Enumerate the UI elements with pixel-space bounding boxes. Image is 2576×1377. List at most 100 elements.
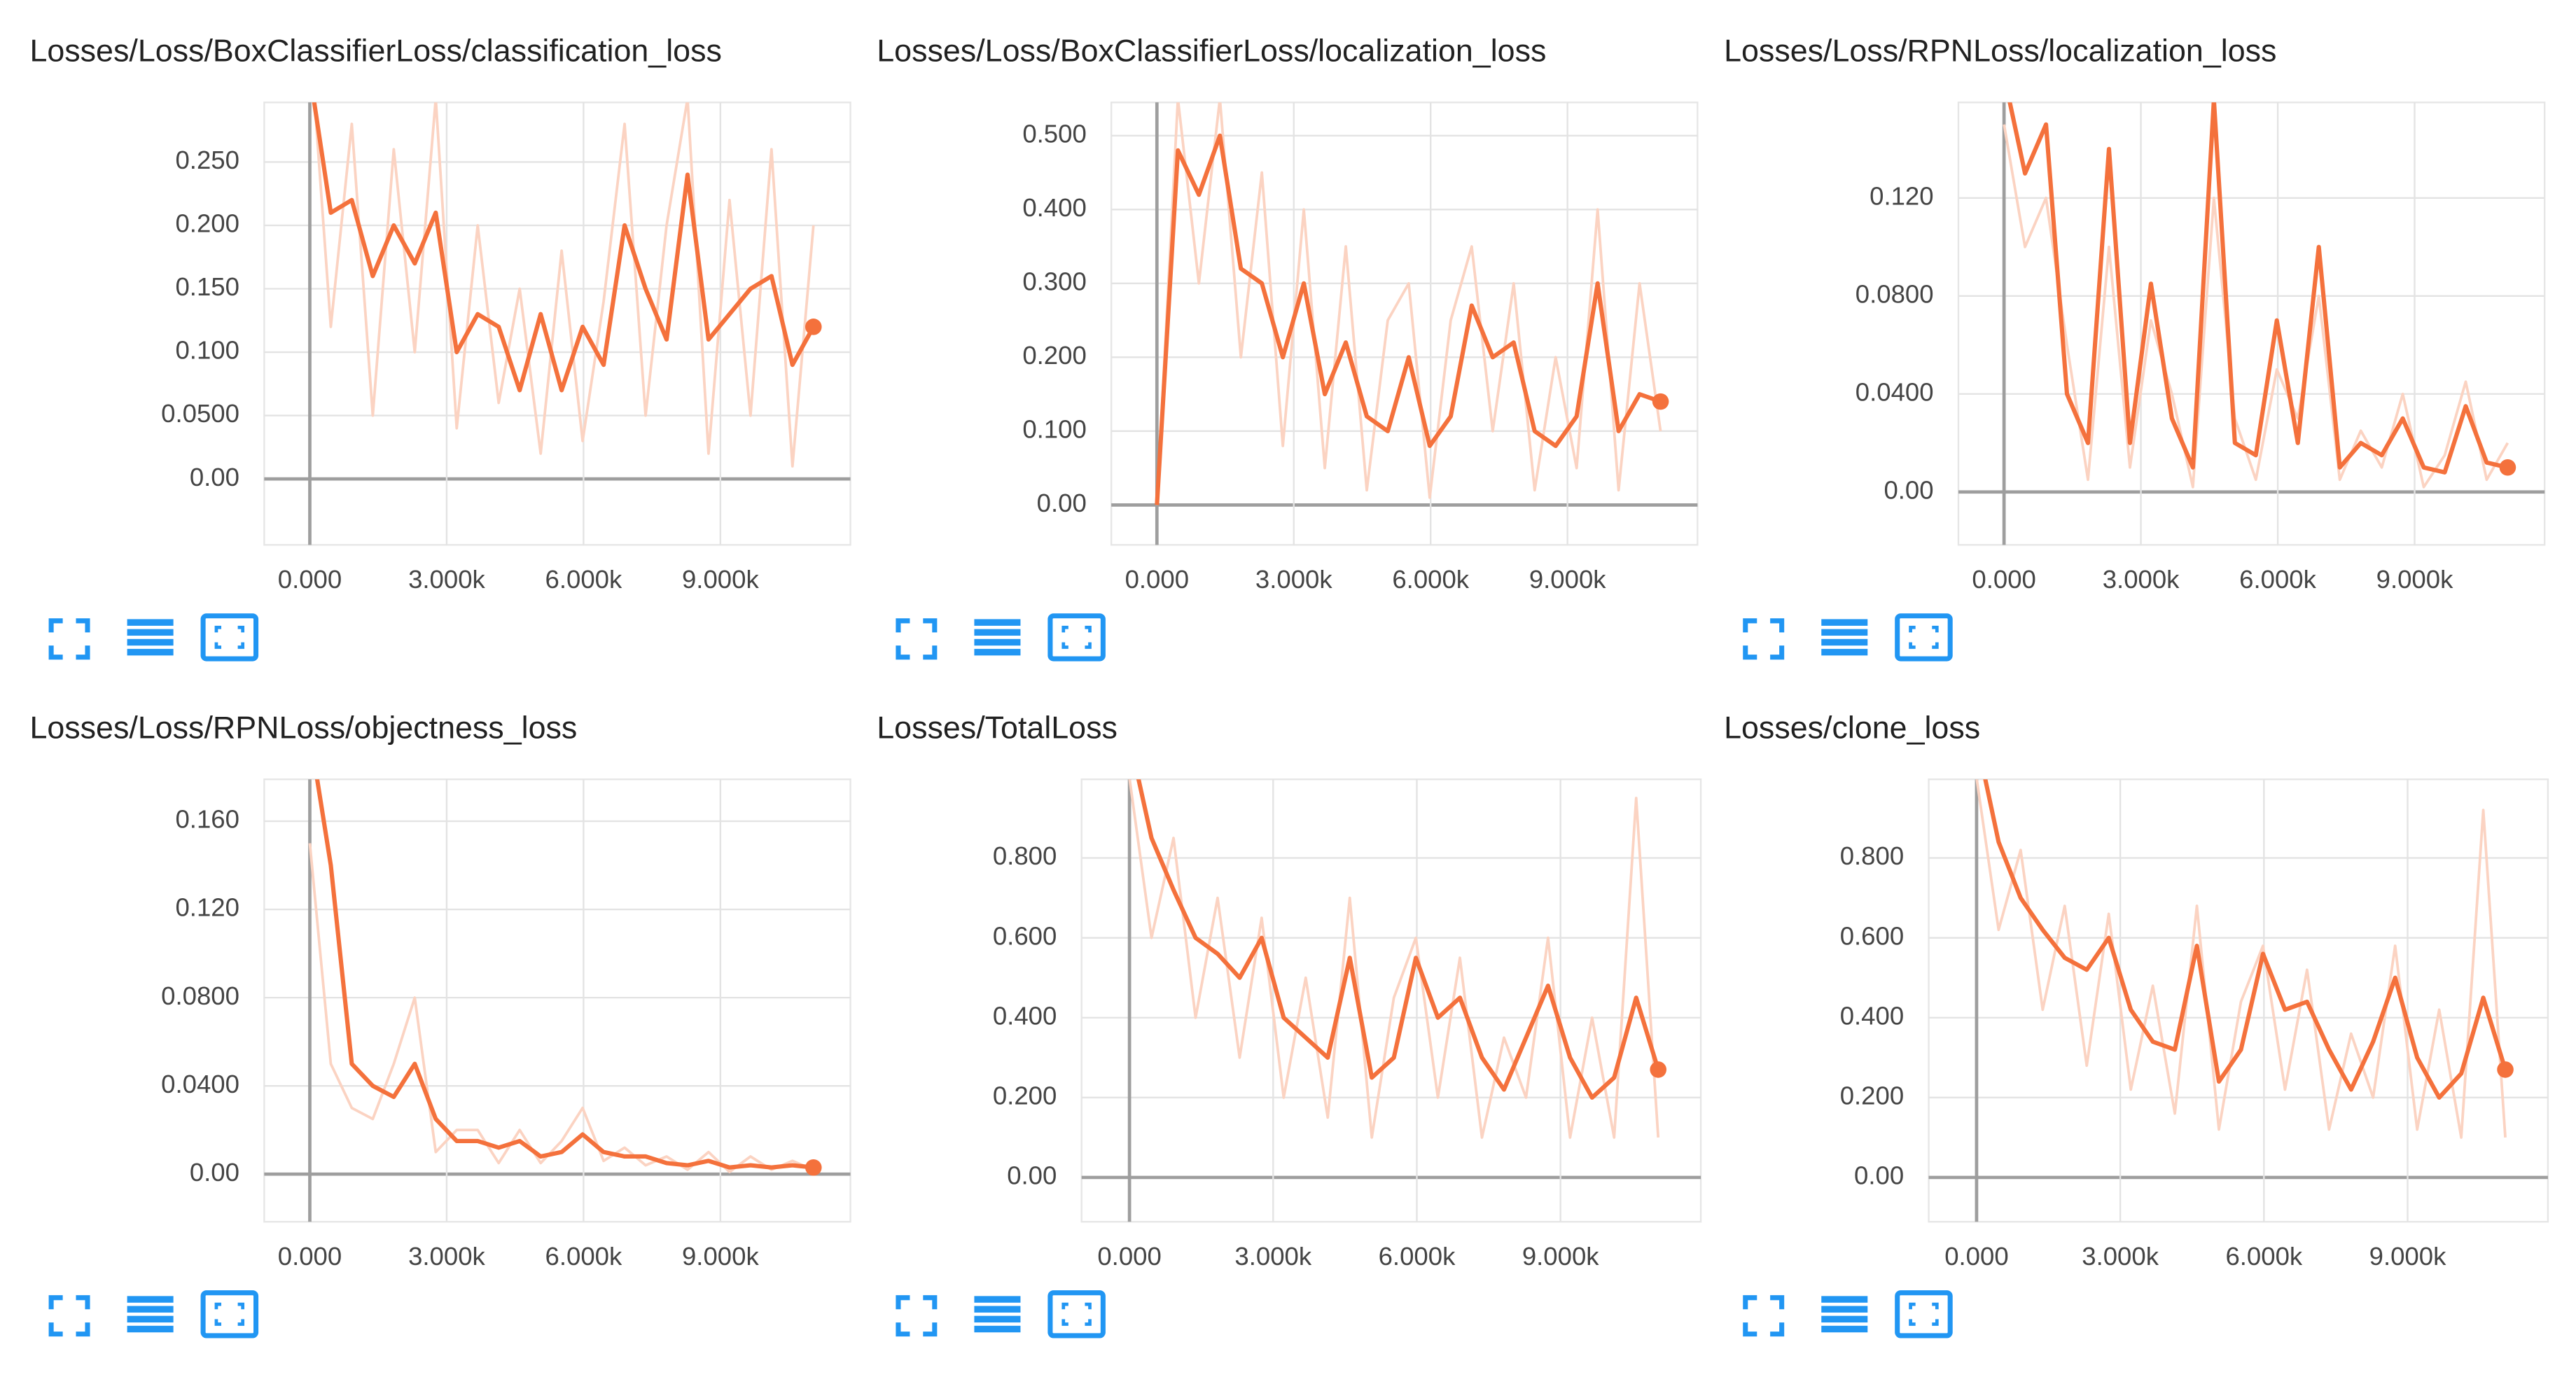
fullscreen-corner xyxy=(896,645,910,660)
smoothed-line xyxy=(1983,779,2507,1100)
y-tick-label: 0.120 xyxy=(1870,181,1933,210)
list-bar xyxy=(974,1306,1021,1313)
y-tick-label: 0.600 xyxy=(993,921,1057,950)
fullscreen-corner xyxy=(1770,618,1785,633)
x-tick-label: 3.000k xyxy=(408,565,485,594)
fullscreen-corner xyxy=(76,618,90,633)
list-bar xyxy=(1821,619,1868,626)
toggle-log-button[interactable] xyxy=(127,619,174,656)
last-point xyxy=(805,1159,822,1176)
fullscreen-corner xyxy=(1743,1295,1757,1310)
chart-title: Losses/Loss/BoxClassifierLoss/classifica… xyxy=(29,33,721,68)
y-tick-label: 0.00 xyxy=(1884,475,1933,504)
list-bar xyxy=(127,638,174,646)
fit-corner xyxy=(1061,1302,1068,1310)
fit-corner xyxy=(214,642,222,649)
fullscreen-corner xyxy=(923,1295,938,1310)
plot-frame xyxy=(1080,778,1702,1223)
fullscreen-corner xyxy=(1770,645,1785,660)
fit-corner xyxy=(237,625,245,633)
fullscreen-corner xyxy=(923,618,938,633)
x-tick-label: 0.000 xyxy=(278,565,342,594)
list-bar xyxy=(1821,1306,1868,1313)
plot-frame xyxy=(263,778,851,1223)
y-tick-label: 0.400 xyxy=(993,1001,1057,1030)
fit-domain-button[interactable] xyxy=(1895,1290,1953,1338)
fit-corner xyxy=(237,1319,245,1326)
fit-corner xyxy=(1932,1302,1939,1310)
list-bar xyxy=(1821,648,1868,656)
y-tick-label: 0.0400 xyxy=(161,1070,239,1098)
y-tick-label: 0.600 xyxy=(1840,921,1904,950)
fit-domain-button[interactable] xyxy=(1047,1290,1106,1338)
fullscreen-button[interactable] xyxy=(1743,1295,1785,1337)
chart-title: Losses/Loss/RPNLoss/objectness_loss xyxy=(29,710,577,745)
x-tick-label: 6.000k xyxy=(545,565,622,594)
chart-title: Losses/clone_loss xyxy=(1724,710,1980,745)
fit-corner xyxy=(1909,1319,1916,1326)
list-bar xyxy=(127,1306,174,1313)
fullscreen-corner xyxy=(896,1295,910,1310)
fit-corner xyxy=(1085,642,1092,649)
list-bar xyxy=(974,629,1021,636)
x-tick-label: 0.000 xyxy=(1125,565,1189,594)
toggle-log-button[interactable] xyxy=(974,619,1021,656)
toggle-log-button[interactable] xyxy=(127,1296,174,1333)
x-tick-label: 0.000 xyxy=(1097,1242,1161,1271)
fullscreen-corner xyxy=(1770,1322,1785,1337)
fullscreen-corner xyxy=(896,1322,910,1337)
fit-frame xyxy=(1047,1290,1106,1338)
fit-domain-button[interactable] xyxy=(200,1290,259,1338)
last-point xyxy=(2497,1061,2514,1078)
x-tick-label: 9.000k xyxy=(682,565,759,594)
fit-corner xyxy=(1061,1319,1068,1326)
fullscreen-button[interactable] xyxy=(896,618,938,660)
fit-corner xyxy=(1085,625,1092,633)
fullscreen-button[interactable] xyxy=(1743,618,1785,660)
raw-line xyxy=(313,102,815,468)
last-point xyxy=(1652,393,1669,410)
fullscreen-corner xyxy=(1743,618,1757,633)
y-tick-label: 0.00 xyxy=(190,463,239,491)
fullscreen-corner xyxy=(48,645,63,660)
x-tick-label: 3.000k xyxy=(408,1242,485,1271)
raw-line xyxy=(2003,124,2509,489)
y-tick-label: 0.120 xyxy=(175,893,239,922)
fullscreen-button[interactable] xyxy=(48,1295,90,1337)
y-tick-label: 0.0800 xyxy=(161,981,239,1010)
fullscreen-button[interactable] xyxy=(896,1295,938,1337)
chart-title: Losses/Loss/BoxClassifierLoss/localizati… xyxy=(877,33,1546,68)
fit-domain-button[interactable] xyxy=(1895,613,1953,662)
fullscreen-corner xyxy=(48,618,63,633)
x-tick-label: 9.000k xyxy=(2376,565,2453,594)
fit-corner xyxy=(237,1302,245,1310)
fullscreen-button[interactable] xyxy=(48,618,90,660)
fit-corner xyxy=(1932,625,1939,633)
fullscreen-corner xyxy=(923,645,938,660)
fit-corner xyxy=(1932,642,1939,649)
list-bar xyxy=(974,638,1021,646)
raw-line xyxy=(1155,102,1662,505)
fit-domain-button[interactable] xyxy=(1047,613,1106,662)
list-bar xyxy=(127,1296,174,1303)
toggle-log-button[interactable] xyxy=(1821,1296,1868,1333)
fit-corner xyxy=(1909,1302,1916,1310)
list-bar xyxy=(127,619,174,626)
fit-corner xyxy=(214,1302,222,1310)
chart-title: Losses/TotalLoss xyxy=(877,710,1118,745)
toggle-log-button[interactable] xyxy=(974,1296,1021,1333)
y-tick-label: 0.400 xyxy=(1022,193,1086,222)
toggle-log-button[interactable] xyxy=(1821,619,1868,656)
x-tick-label: 9.000k xyxy=(1522,1242,1599,1271)
raw-line xyxy=(1975,779,2507,1139)
fit-domain-button[interactable] xyxy=(200,613,259,662)
y-tick-label: 0.00 xyxy=(1037,489,1087,517)
fit-corner xyxy=(214,1319,222,1326)
plot-frame xyxy=(1928,778,2549,1223)
y-tick-label: 0.0500 xyxy=(161,399,239,428)
list-bar xyxy=(974,619,1021,626)
raw-line xyxy=(308,843,814,1173)
smoothed-line xyxy=(314,779,814,1170)
fit-corner xyxy=(1909,642,1916,649)
x-tick-label: 3.000k xyxy=(1234,1242,1311,1271)
